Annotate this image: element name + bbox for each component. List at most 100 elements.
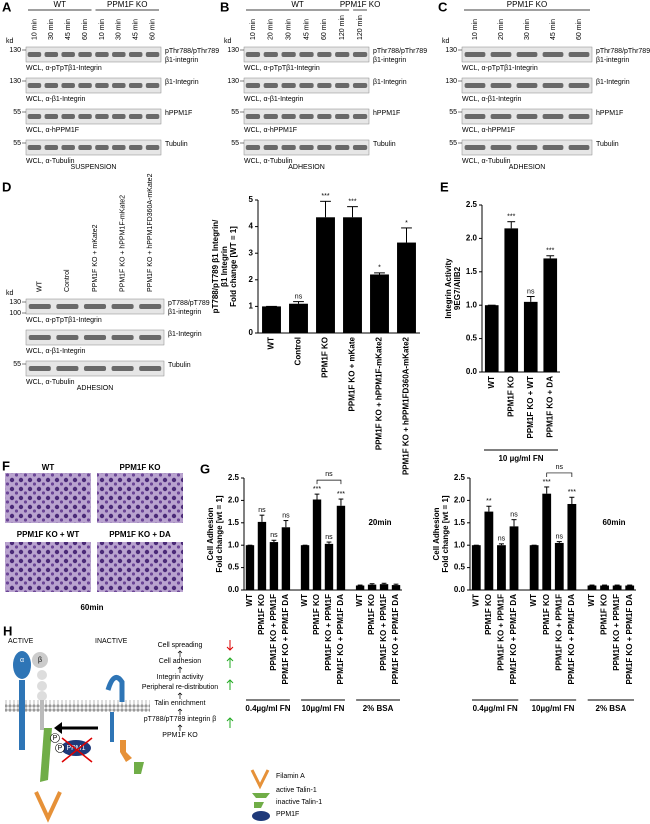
band-label: pThr788/pThr789 [373,48,427,55]
mw-label: 55 [231,140,239,147]
band [61,52,75,57]
blot-caption: WCL, α-Tubulin [26,158,75,165]
talin-inactive [134,762,144,774]
flow-step: Cell spreading [158,642,203,649]
phospho [55,743,65,753]
mw-label: 130 [445,47,457,54]
band [128,83,143,88]
panel-letter: G [200,461,210,476]
group-label: 10 µg/ml FN [498,454,543,463]
mw-label: 55 [13,109,21,116]
kd-label: kd [442,38,450,45]
band [112,114,126,119]
bar [612,585,622,590]
band [111,335,134,340]
band [335,145,350,150]
band [128,145,143,150]
blot-caption: WCL, α-hPPM1F [462,127,515,134]
flow-step: Integrin activity [157,674,204,681]
lane-label: 60 min [321,19,328,40]
mw-label: 100 [9,310,21,317]
image-caption: 60min [80,603,103,612]
flow-arrow [177,692,183,699]
legend-talin-inactive [254,802,264,808]
domain [37,691,47,701]
y-tick-label: 2 [249,275,254,284]
micrograph [5,542,91,592]
blot-caption: WCL, α-β1-Integrin [462,96,522,103]
bar [281,527,291,590]
bar [600,585,609,590]
y-tick-label: 0.5 [454,563,466,572]
band-label: hPPM1F [373,110,400,117]
lane-label: 30 min [48,19,55,40]
bar [397,242,416,333]
significance: *** [321,193,329,200]
kd-label: kd [224,38,232,45]
band [245,114,261,119]
band [95,114,109,119]
x-tick-label: PPM1F KO [367,594,376,635]
domain [37,681,47,691]
phospho-label: P [53,735,58,742]
bar [289,303,308,333]
bracket-label: ns [556,464,564,471]
x-tick-label: PPM1F KO [257,594,266,635]
band [281,83,296,88]
x-tick-label: PPM1F KO + PPM1F [379,594,388,671]
band [95,52,109,57]
group-label: 2% BSA [363,704,394,713]
band [568,114,590,119]
group-label: 10µg/ml FN [532,704,575,713]
integrin-leg [19,680,25,750]
x-tick-label: WT [487,376,496,389]
band [95,145,109,150]
y-tick-label: 2.0 [228,496,240,505]
x-tick-label: PPM1F KO + PPM1F [269,594,278,671]
flow-step: Talin enrichment [155,700,206,707]
x-tick-label: PPM1F KO [542,594,551,635]
subunit-label: α [20,657,24,664]
band [61,145,75,150]
band-label: β1-Integrin [168,331,202,338]
y-tick-label: 2.5 [228,473,240,482]
band [27,145,42,150]
diagram-h: H ACTIVE INACTIVE α β PPM1 P P [3,623,270,823]
x-tick-label: PPM1F KO + hPPM1FD360A-mKate2 [402,336,411,475]
micrograph [97,542,183,592]
x-tick-label: PPM1F KO + PPM1F DA [625,594,634,685]
y-tick-label: 0.0 [466,367,478,376]
band [299,52,314,57]
mw-label: 130 [445,78,457,85]
band [317,114,332,119]
band [78,145,92,150]
band [352,145,368,150]
group-label: 10µg/ml FN [302,704,345,713]
y-axis-title: Fold change [wt = 1] [215,495,224,572]
group-label: PPM1F KO [107,0,147,9]
significance: * [405,220,408,227]
band [112,83,126,88]
blot-caption: WCL, α-Tubulin [462,158,511,165]
band [335,114,350,119]
band [145,145,160,150]
significance: ns [270,532,278,539]
panel-letter: H [3,623,12,638]
x-tick-label: WT [355,594,364,607]
y-tick-label: 1.0 [454,540,466,549]
band [317,83,332,88]
significance: ns [258,507,266,514]
band [44,145,59,150]
integrin-leg [110,712,114,742]
band [61,114,75,119]
lane-label: 30 min [116,19,123,40]
band-label: β1-integrin [165,57,198,64]
y-axis-title: pT788/pT789 β1 Integrin/ [211,219,220,314]
y-tick-label: 1.0 [228,540,240,549]
band [128,52,143,57]
band [568,52,590,57]
blot-caption: WCL, α-Tubulin [244,158,293,165]
bar [367,584,377,590]
band [317,52,332,57]
legend-label: Filamin A [276,773,305,780]
